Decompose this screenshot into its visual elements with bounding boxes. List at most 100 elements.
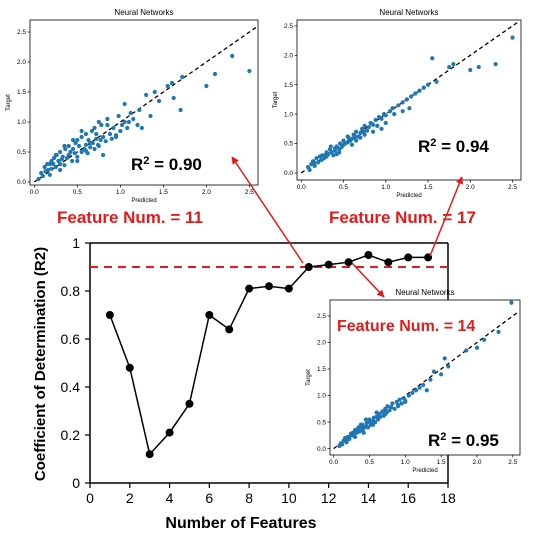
feature-label-17: Feature Num. = 17 (329, 208, 476, 227)
scatter-point (383, 120, 388, 126)
scatter-point (109, 136, 114, 141)
scatter-point (468, 67, 473, 73)
inset-y-tick-label: 2.5 (284, 23, 293, 30)
scatter-point (510, 35, 515, 40)
main-y-tick-label: 1 (72, 235, 80, 251)
scatter-point (107, 131, 113, 137)
main-x-tick-label: 10 (281, 490, 297, 506)
main-y-tick-label: 0.2 (61, 427, 81, 443)
inset-x-tick-label: 0.5 (339, 184, 348, 191)
main-data-point (105, 311, 114, 319)
scatter-point (98, 137, 103, 143)
inset-x-label: Predicted (131, 198, 156, 204)
main-x-tick-label: 14 (361, 490, 377, 506)
scatter-point (105, 122, 110, 128)
scatter-point (387, 408, 392, 413)
scatter-point (375, 123, 380, 128)
main-data-point (304, 263, 313, 271)
inset-y-tick-label: 2.0 (17, 59, 26, 66)
scatter-point (113, 133, 119, 138)
scatter-point (247, 68, 252, 74)
scatter-point (307, 167, 312, 173)
inset-y-label: Target (306, 369, 312, 386)
scatter-point (96, 119, 101, 125)
scatter-point (354, 138, 359, 143)
scatter-point (332, 148, 338, 153)
scatter-point (137, 107, 142, 113)
scatter-point (430, 56, 435, 61)
scatter-point (45, 167, 51, 173)
scatter-point (58, 167, 63, 173)
scatter-point (311, 160, 317, 165)
inset-x-tick-label: 1.5 (437, 459, 446, 466)
scatter-point (79, 134, 84, 140)
scatter-point (66, 143, 71, 149)
inset-x-tick-label: 1.0 (381, 184, 390, 191)
scatter-point (334, 144, 339, 149)
scatter-point (135, 122, 140, 128)
scatter-point (358, 135, 363, 140)
scatter-point (125, 125, 130, 131)
inset-x-tick-label: 0.5 (73, 189, 82, 196)
scatter-point (366, 124, 371, 130)
inset-y-tick-label: 1.5 (317, 366, 326, 373)
scatter-point (358, 422, 363, 427)
inset-x-tick-label: 0.5 (365, 459, 374, 466)
scatter-point (230, 53, 235, 59)
scatter-point (70, 146, 76, 152)
inset-y-tick-label: 2.0 (317, 340, 326, 347)
scatter-point (390, 106, 395, 111)
scatter-point (407, 106, 412, 111)
r2-sup-17: 2 (430, 137, 436, 149)
main-data-point (404, 253, 413, 262)
main-y-tick-label: 0.8 (61, 283, 81, 299)
scatter-point (380, 409, 385, 414)
main-data-point (125, 363, 134, 372)
scatter-point (379, 116, 384, 121)
scatter-point (400, 109, 405, 114)
scatter-point (434, 79, 439, 84)
inset-panel-14: Neural Networks Predicted Target 0.0 0.5 1.0 1… (306, 288, 521, 474)
scatter-point (58, 149, 63, 155)
r2-annotation-14: R2 = 0.95 (428, 431, 499, 450)
inset-y-tick-label: 1.0 (17, 119, 26, 126)
scatter-point (92, 146, 97, 152)
scatter-point (96, 143, 101, 149)
inset-y-tick-label: 1.0 (317, 393, 326, 400)
scatter-point (379, 126, 384, 131)
scatter-point (88, 140, 93, 146)
scatter-point (431, 369, 437, 374)
main-x-tick-label: 12 (321, 490, 337, 506)
scatter-point (425, 82, 431, 87)
scatter-point (116, 113, 121, 119)
scatter-point (385, 404, 390, 409)
scatter-point (79, 149, 84, 155)
main-x-tick-label: 4 (166, 490, 174, 506)
scatter-point (75, 158, 80, 164)
scatter-point (36, 176, 41, 182)
r2-annotation-17: R2 = 0.94 (418, 137, 489, 156)
inset-title: Neural Networks (395, 288, 454, 297)
main-data-point (145, 450, 154, 459)
main-y-tick-label: 0.4 (61, 379, 81, 395)
inset-x-tick-label: 0.0 (30, 189, 39, 196)
scatter-point (51, 161, 56, 167)
scatter-point (392, 406, 397, 411)
scatter-point (40, 173, 46, 179)
scatter-point (383, 113, 388, 118)
main-data-point (364, 251, 373, 259)
scatter-point (340, 442, 345, 447)
scatter-point (101, 134, 106, 140)
scatter-point (212, 71, 218, 77)
r2-sup-14: 2 (440, 431, 446, 443)
scatter-point (169, 80, 175, 86)
scatter-point (365, 425, 371, 430)
inset-y-tick-label: 0.0 (317, 446, 326, 453)
main-data-point (165, 428, 174, 437)
scatter-point (53, 164, 58, 170)
inset-y-tick-label: 0.5 (317, 419, 326, 426)
inset-y-tick-label: 1.5 (17, 89, 26, 96)
inset-y-tick-label: 1.0 (284, 111, 293, 118)
scatter-point (476, 64, 481, 70)
